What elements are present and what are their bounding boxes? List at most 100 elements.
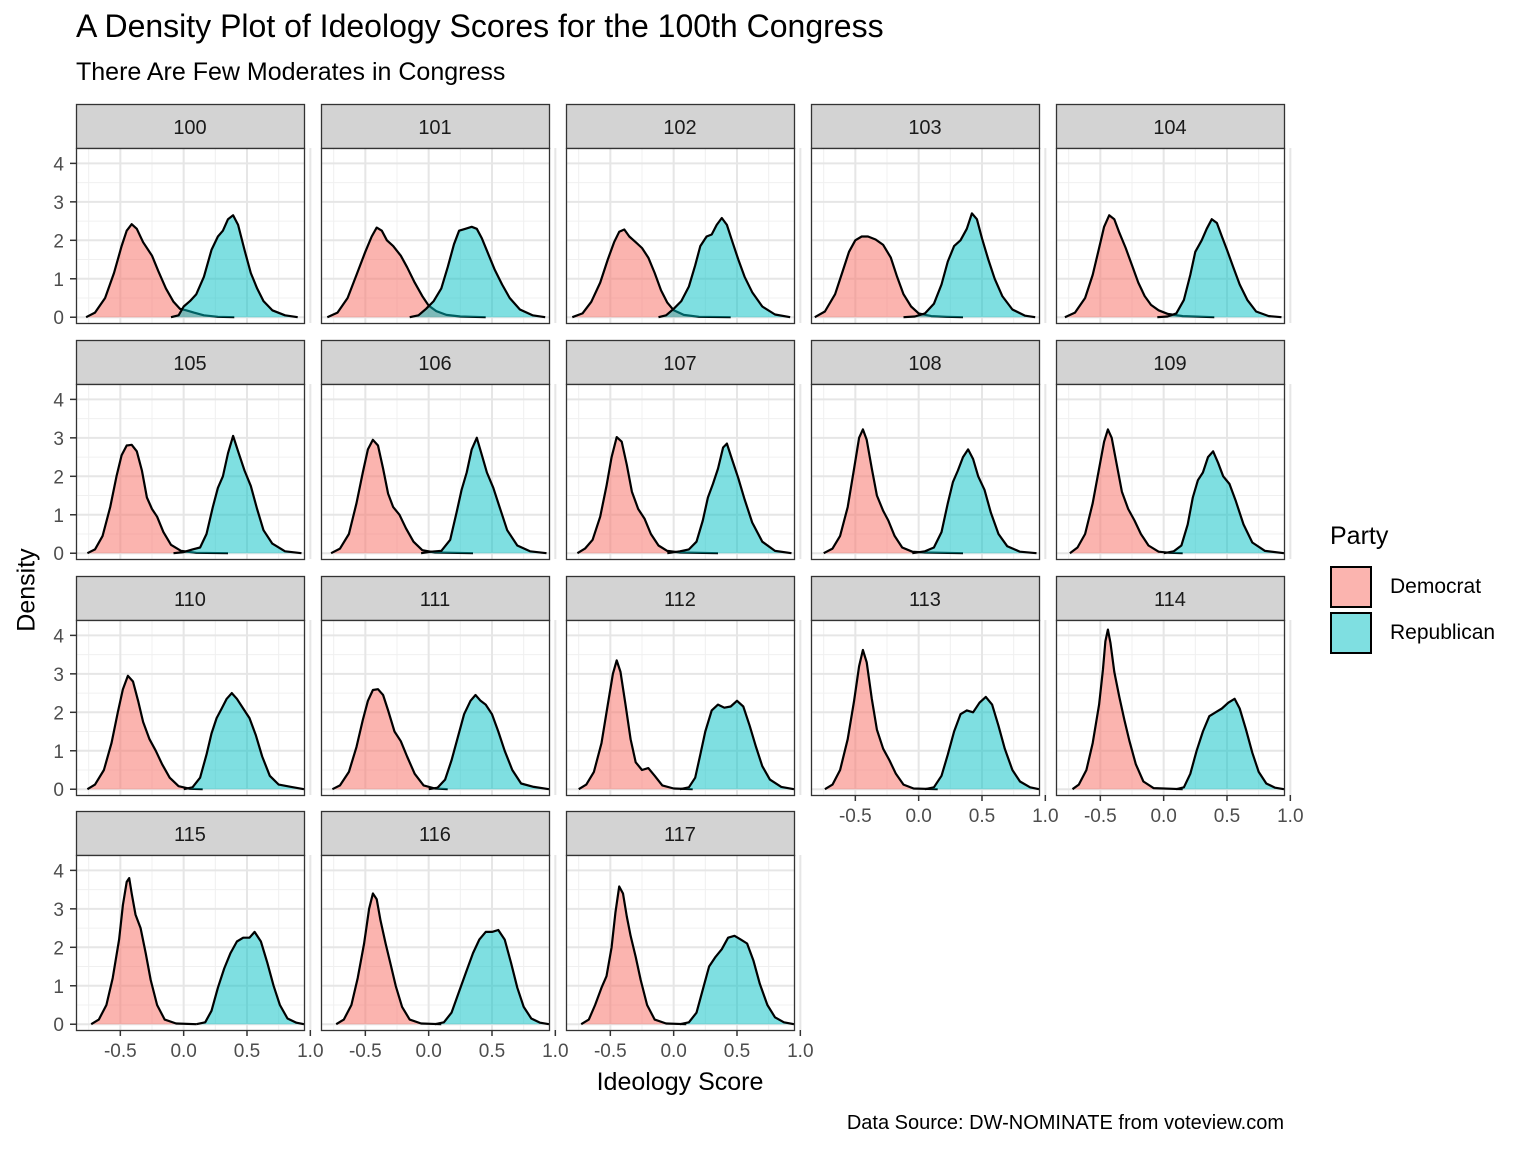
density-outline-democrat [576,436,719,555]
facet-strip [565,810,796,857]
density-area-democrat [1072,629,1183,790]
legend-item-democrat: Democrat [1330,566,1530,612]
y-tick-label: 0 [53,780,64,801]
density-outline-republican [183,692,305,791]
y-tick-label: 4 [53,154,64,175]
panel-border [320,854,551,1032]
density-outline-republican [434,928,550,1026]
x-tick-label: 1.0 [1032,806,1058,827]
panel-border [565,147,796,325]
x-tick-label: -0.5 [839,806,872,827]
facet-strip-label: 110 [174,589,206,611]
y-tick-label: 4 [53,626,64,647]
density-outline-democrat [86,443,229,555]
panel-border [565,619,796,797]
facet-strip [320,575,551,622]
density-outline-republican [420,436,547,555]
facet-panel-115: 115 0 1 2 3 4 -0.5 0.0 0.5 1.0 [53,810,324,1062]
panel-border [320,383,551,561]
density-outline-republican [667,442,792,555]
facet-panel-117: 117 -0.5 0.0 0.5 1.0 [565,810,814,1062]
facet-strip-label: 117 [664,824,696,846]
density-outline-democrat [1071,628,1183,791]
density-area-democrat [332,689,448,790]
facet-strip [565,103,796,150]
x-tick-label: 1.0 [1277,806,1303,827]
panel-border [810,619,1041,797]
density-outline-republican [679,699,795,791]
facet-strip-label: 114 [1154,589,1186,611]
density-outline-democrat [331,688,448,791]
density-outline-republican [409,225,546,319]
density-outline-republican [173,434,302,555]
y-tick-label: 0 [53,308,64,329]
y-tick-label: 0 [53,1015,64,1036]
facet-strip [75,575,306,622]
chart-title: A Density Plot of Ideology Scores for th… [76,8,884,44]
x-tick-label: 0.0 [905,806,931,827]
density-area-democrat [823,429,963,554]
y-tick-label: 0 [53,544,64,565]
facet-strip-label: 112 [664,589,696,611]
y-axis-title: Density [12,548,41,632]
density-outline-democrat [330,438,474,555]
density-area-republican [196,931,304,1025]
y-tick-label: 4 [53,390,64,411]
density-outline-republican [428,693,550,791]
density-area-republican [658,218,791,318]
panel-border [810,147,1041,325]
y-tick-label: 3 [53,900,64,921]
facet-strip-label: 116 [419,824,451,846]
x-tick-label: 0.0 [415,1041,441,1062]
density-area-republican [409,226,546,318]
x-tick-label: -0.5 [1084,806,1117,827]
density-area-democrat [87,675,203,790]
x-tick-label: -0.5 [594,1041,627,1062]
facet-strip [810,575,1041,622]
density-outline-democrat [1069,428,1183,555]
x-tick-label: 0.5 [1214,806,1240,827]
facet-strip-label: 107 [663,353,696,375]
legend-label-republican: Republican [1390,621,1496,644]
facet-panel-107: 107 [565,339,802,561]
density-area-democrat [1064,215,1215,318]
density-outline-republican [170,214,298,319]
x-tick-label: 0.5 [479,1041,505,1062]
facet-panel-102: 102 [565,103,802,325]
facet-strip-label: 100 [173,117,206,139]
density-outline-democrat [335,892,442,1026]
facet-strip-label: 102 [663,117,696,139]
y-tick-label: 2 [53,231,64,252]
facet-strip [565,339,796,386]
x-tick-label: -0.5 [349,1041,382,1062]
density-outline-democrat [1064,214,1215,319]
x-tick-label: 1.0 [297,1041,323,1062]
x-tick-label: 1.0 [787,1041,813,1062]
density-area-republican [667,443,792,554]
x-tick-label: 0.5 [724,1041,750,1062]
density-outline-republican [912,448,1037,555]
facet-panel-109: 109 [1055,339,1292,561]
density-outline-democrat [823,428,964,555]
legend-item-republican: Republican [1330,612,1530,658]
y-tick-label: 1 [53,270,64,291]
density-area-republican [428,695,549,790]
panel-border [810,383,1041,561]
density-area-democrat [86,224,235,318]
facet-strip-label: 106 [418,353,451,375]
density-area-republican [173,435,302,554]
y-tick-label: 1 [53,977,64,998]
density-outline-republican [679,934,795,1026]
y-tick-label: 3 [53,193,64,214]
facet-panel-111: 111 [320,575,557,797]
facet-panel-103: 103 [810,103,1047,325]
y-tick-label: 2 [53,703,64,724]
facet-strip [320,103,551,150]
density-outline-democrat [824,648,938,791]
density-area-republican [903,213,1036,318]
density-outline-republican [196,930,305,1026]
facet-strip-label: 104 [1153,117,1186,139]
density-outline-republican [1176,697,1285,791]
facet-strip [1055,103,1286,150]
